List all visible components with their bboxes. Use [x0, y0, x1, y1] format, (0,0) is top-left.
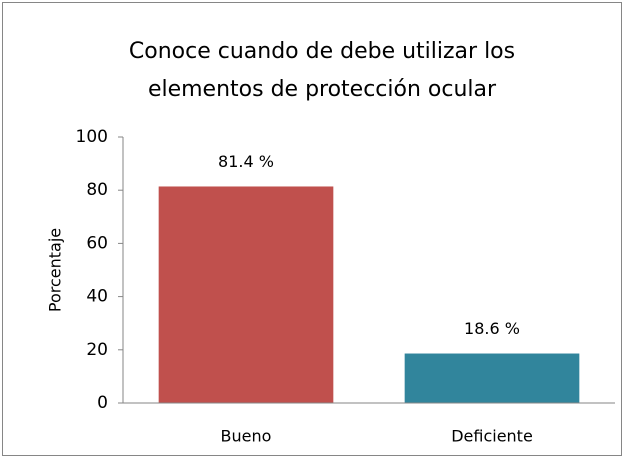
chart-title: Conoce cuando de debe utilizar los [129, 39, 515, 64]
y-axis-label: Porcentaje [46, 228, 65, 312]
bar [158, 186, 334, 403]
y-tick-label: 20 [86, 340, 108, 360]
y-tick-label: 0 [97, 393, 108, 413]
y-tick-label: 60 [86, 233, 108, 253]
x-tick-label: Bueno [221, 427, 272, 446]
x-tick-label: Deficiente [451, 427, 533, 446]
y-tick-label: 80 [86, 180, 108, 200]
chart-title: elementos de protección ocular [148, 77, 497, 102]
y-tick-label: 40 [86, 287, 108, 307]
data-label: 81.4 % [218, 152, 274, 171]
data-label: 18.6 % [464, 319, 520, 338]
bar [404, 353, 580, 403]
y-tick-label: 100 [76, 127, 108, 147]
